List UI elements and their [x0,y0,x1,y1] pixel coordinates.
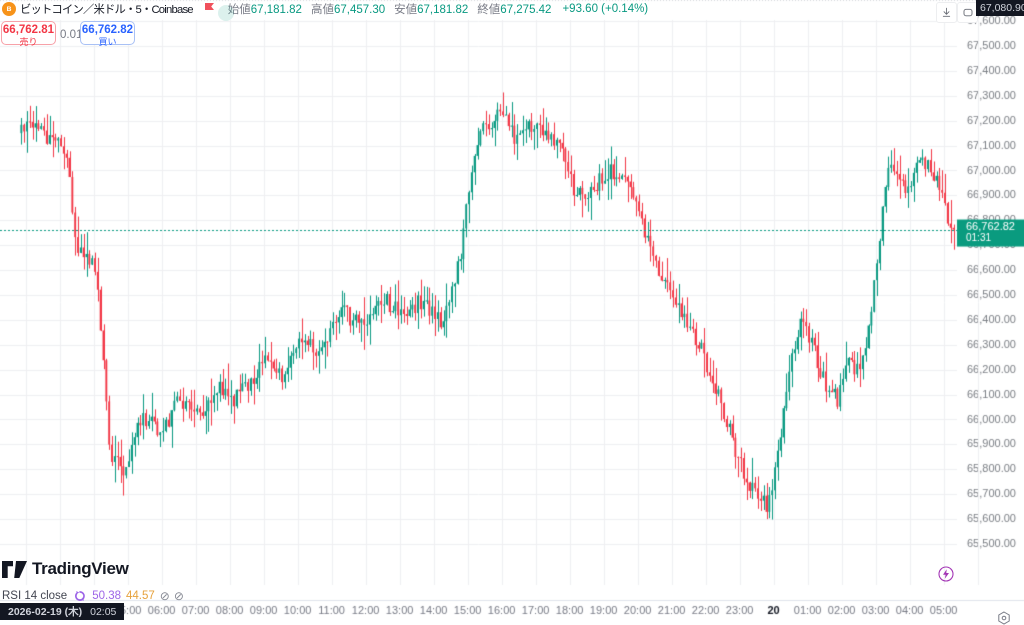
svg-text:B: B [7,6,12,13]
